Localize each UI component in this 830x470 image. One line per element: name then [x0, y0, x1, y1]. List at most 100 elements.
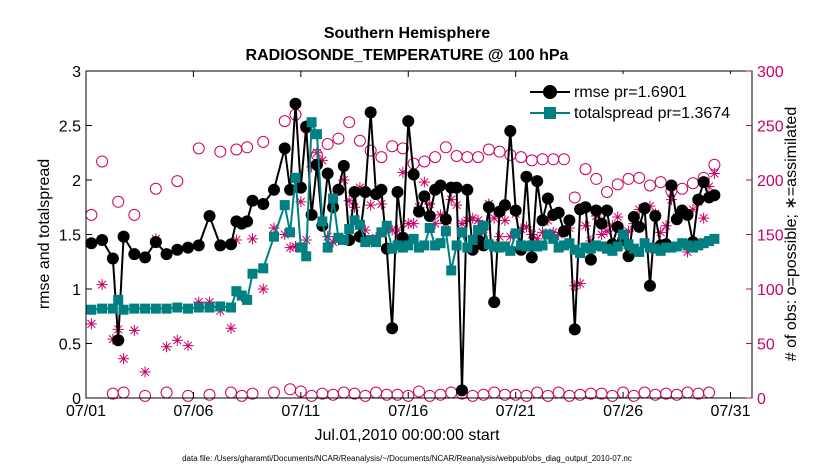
rmse-point — [439, 213, 452, 226]
totalspread-point — [473, 225, 484, 236]
assimilated-obs-point — [418, 176, 430, 188]
totalspread-point — [430, 240, 441, 251]
possible-obs-point — [558, 153, 571, 166]
rmse-point — [386, 322, 399, 335]
totalspread-point — [693, 240, 704, 251]
rmse-point — [117, 230, 130, 243]
assimilated-obs-point — [128, 324, 140, 336]
possible-obs-point — [139, 389, 152, 402]
possible-obs-point — [364, 144, 377, 157]
possible-obs-point — [563, 389, 576, 402]
totalspread-point — [467, 234, 478, 245]
assimilated-obs-point — [316, 154, 328, 166]
rmse-point — [681, 208, 694, 221]
rmse-point — [525, 251, 538, 264]
rmse-point — [332, 183, 345, 196]
assimilated-obs-point — [494, 231, 506, 243]
totalspread-point — [107, 303, 118, 314]
totalspread-point — [424, 222, 435, 233]
rmse-point — [665, 179, 678, 192]
possible-obs-point — [568, 191, 581, 204]
rmse-point — [321, 167, 334, 180]
assimilated-obs-point — [687, 203, 699, 215]
assimilated-obs-point — [171, 334, 183, 346]
possible-obs-point — [380, 388, 393, 401]
rmse-point — [638, 202, 651, 215]
rmse-point — [584, 253, 597, 266]
possible-obs-point — [643, 179, 656, 192]
assimilated-obs-point — [295, 196, 307, 208]
possible-obs-point — [235, 389, 248, 402]
assimilated-obs-point — [204, 296, 216, 308]
rmse-point — [692, 193, 705, 206]
rmse-point — [289, 97, 302, 110]
assimilated-obs-point — [322, 231, 334, 243]
totalspread-point — [704, 236, 715, 247]
totalspread-point — [376, 227, 387, 238]
totalspread-point — [456, 227, 467, 238]
rmse-point — [225, 238, 238, 251]
totalspread-point — [435, 238, 446, 249]
possible-obs-point — [461, 151, 474, 164]
assimilated-obs-point — [580, 220, 591, 232]
totalspread-point — [387, 243, 398, 254]
assimilated-obs-point — [585, 235, 597, 247]
totalspread-point — [553, 242, 564, 253]
rmse-point — [257, 197, 270, 210]
rmse-point — [203, 209, 216, 222]
possible-obs-point — [504, 148, 517, 161]
possible-obs-point — [278, 115, 291, 128]
totalspread-point — [290, 172, 301, 183]
rmse-point — [337, 159, 350, 172]
assimilated-obs-point — [445, 194, 457, 206]
assimilated-obs-point — [289, 240, 301, 252]
rmse-point — [450, 181, 463, 194]
rmse-point — [531, 175, 544, 188]
totalspread-point — [344, 224, 355, 235]
legend-box — [524, 74, 734, 128]
possible-obs-point — [676, 182, 689, 195]
totalspread-point — [569, 244, 580, 255]
possible-obs-point — [477, 388, 490, 401]
assimilated-obs-point — [139, 366, 151, 378]
totalspread-point — [591, 240, 602, 251]
rmse-point — [160, 248, 173, 261]
rmse-point — [192, 239, 205, 252]
possible-obs-point — [703, 386, 716, 399]
totalspread-point — [505, 245, 516, 256]
assimilated-obs-point — [622, 225, 634, 237]
possible-obs-point — [160, 386, 173, 399]
totalspread-point — [596, 241, 607, 252]
assimilated-obs-point — [574, 278, 586, 290]
assimilated-obs-point — [338, 174, 350, 186]
possible-obs-point — [257, 135, 270, 148]
possible-obs-point — [574, 388, 587, 401]
totalspread-point — [494, 242, 505, 253]
rmse-point — [241, 215, 254, 228]
totalspread-point — [451, 240, 462, 251]
totalspread-point — [618, 229, 629, 240]
assimilated-obs-point — [553, 229, 565, 240]
totalspread-point — [644, 242, 655, 253]
rmse-point — [402, 115, 415, 128]
totalspread-point — [231, 286, 242, 297]
rmse-point — [509, 204, 522, 217]
assimilated-obs-point — [515, 223, 527, 235]
totalspread-point — [639, 238, 650, 249]
rmse-point — [348, 185, 361, 198]
rmse-point — [96, 233, 109, 246]
rmse-point — [423, 209, 436, 222]
rmse-point — [595, 217, 608, 230]
totalspread-point — [440, 226, 451, 237]
rmse-point — [708, 189, 721, 202]
totalspread-point — [419, 240, 430, 251]
possible-obs-point — [493, 145, 506, 158]
totalspread-point — [365, 234, 376, 245]
x-tick-label: 07/01 — [66, 403, 106, 420]
assimilated-obs-point — [472, 214, 484, 226]
totalspread-point — [575, 248, 586, 259]
totalspread-point — [371, 237, 382, 248]
assimilated-obs-point — [655, 226, 667, 238]
assimilated-obs-point — [526, 229, 538, 240]
totalspread-point — [381, 220, 392, 231]
